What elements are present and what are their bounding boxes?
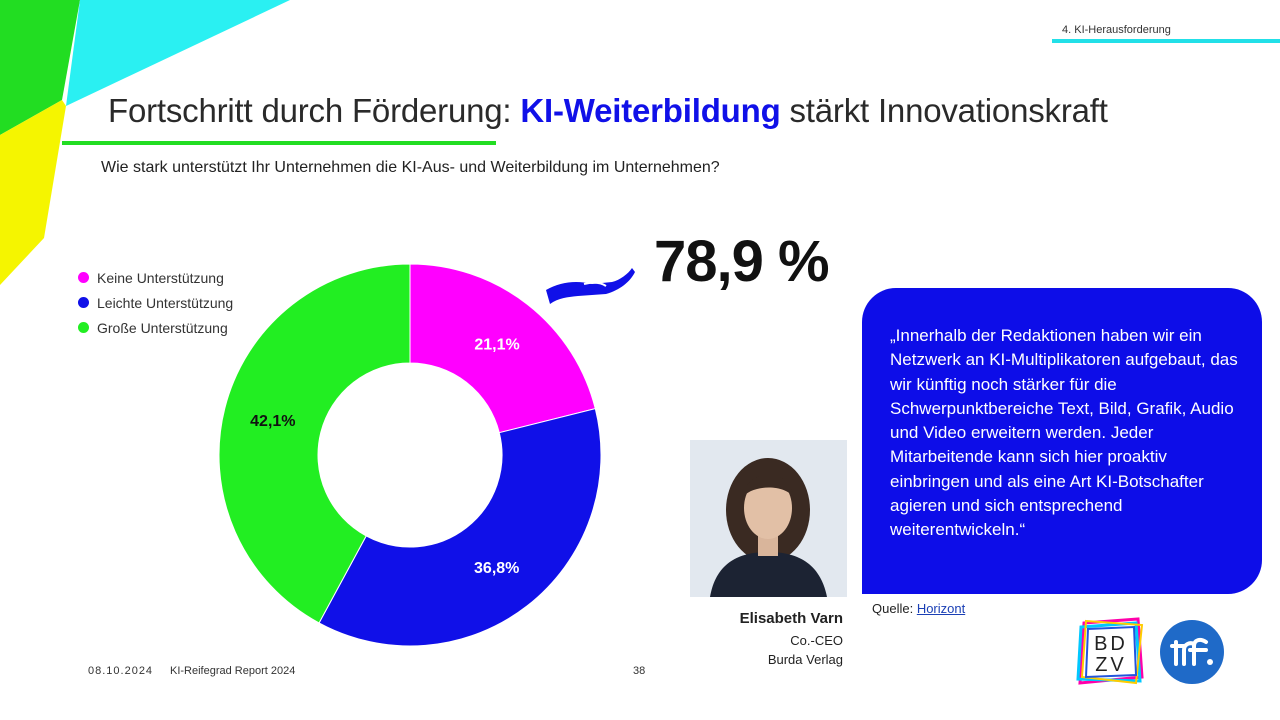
source-link[interactable]: Horizont	[916, 601, 966, 616]
title-highlight: KI-Weiterbildung	[520, 92, 781, 129]
legend-marker-strong	[78, 322, 89, 333]
survey-question: Wie stark unterstützt Ihr Unternehmen di…	[101, 159, 720, 176]
legend-label-none: Keine Unterstützung	[97, 269, 224, 286]
page-number: 38	[633, 665, 646, 677]
slice-grosse-unterstuetzung	[218, 263, 411, 624]
footer-report-name: KI-Reifegrad Report 2024	[170, 665, 296, 677]
corner-decoration	[0, 0, 290, 285]
portrait-illustration	[690, 440, 847, 597]
legend-label-strong: Große Unterstützung	[97, 319, 228, 336]
quote-text: „Innerhalb der Redaktionen haben wir ein…	[890, 326, 1238, 540]
person-portrait	[690, 440, 847, 597]
slice-keine-unterstuetzung	[409, 263, 596, 434]
footer-date: 08.10.2024	[88, 665, 154, 677]
slice-grosse-unterstuetzung-label: 42,1%	[250, 413, 295, 430]
svg-text:ZV: ZV	[1095, 654, 1127, 676]
slice-leichte-unterstuetzung-label: 36,8%	[474, 560, 519, 577]
bdzv-logo-graphic: BD ZV	[1076, 617, 1144, 685]
hand-icon	[546, 268, 635, 304]
section-underline	[1052, 39, 1280, 43]
legend-item-none: Keine Unterstützung	[78, 265, 233, 290]
legend-marker-light	[78, 297, 89, 308]
title-prefix: Fortschritt durch Förderung:	[108, 92, 521, 129]
section-label: 4. KI-Herausforderung	[1062, 24, 1171, 36]
chart-legend: Keine Unterstützung Leichte Unterstützun…	[78, 265, 233, 340]
svg-text:BD: BD	[1094, 633, 1128, 655]
title-underline	[62, 141, 496, 145]
person-role: Co.-CEO	[790, 633, 843, 648]
bdzv-logo: BD ZV	[1076, 617, 1146, 687]
quote-box: „Innerhalb der Redaktionen haben wir ein…	[862, 288, 1262, 594]
ttf-logo	[1160, 620, 1224, 684]
legend-item-strong: Große Unterstützung	[78, 315, 233, 340]
legend-marker-none	[78, 272, 89, 283]
legend-label-light: Leichte Unterstützung	[97, 294, 234, 311]
slice-keine-unterstuetzung-label: 21,1%	[474, 336, 519, 353]
highlight-stat: 78,9 %	[654, 229, 830, 294]
title-suffix: stärkt Innovationskraft	[780, 92, 1108, 129]
person-company: Burda Verlag	[767, 652, 843, 667]
slice-leichte-unterstuetzung	[318, 408, 602, 647]
legend-item-light: Leichte Unterstützung	[78, 290, 233, 315]
ttf-logo-graphic	[1170, 637, 1213, 666]
source-label: Quelle:	[872, 601, 917, 616]
source-note: Quelle: Horizont	[872, 601, 965, 616]
donut-chart: 21,1% 36,8% 42,1%	[218, 263, 602, 647]
page-title: Fortschritt durch Förderung: KI-Weiterbi…	[108, 92, 1108, 130]
person-name: Elisabeth Varn	[739, 610, 843, 627]
